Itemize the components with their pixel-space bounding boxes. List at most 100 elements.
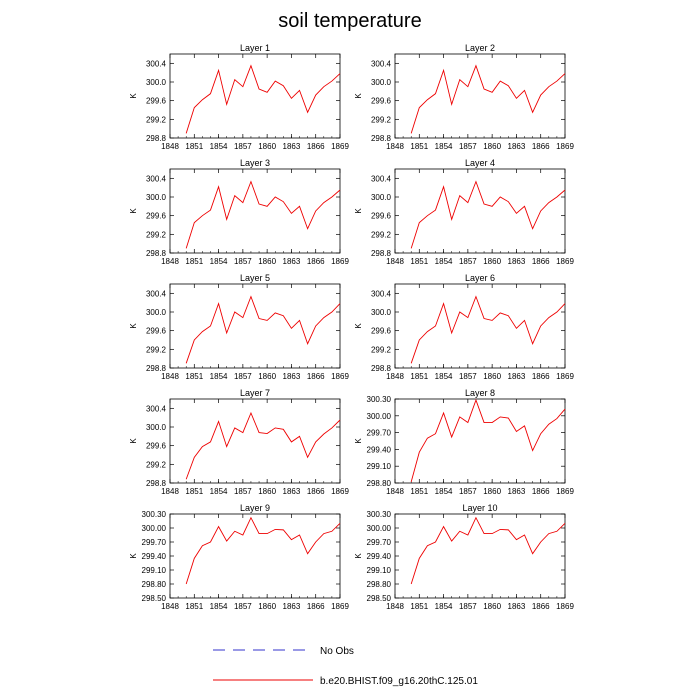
x-tick-label: 1851 bbox=[410, 257, 428, 266]
y-tick-label: 300.4 bbox=[371, 289, 392, 298]
plot-frame bbox=[394, 168, 566, 254]
y-tick-label: 299.2 bbox=[146, 230, 167, 239]
x-tick-label: 1866 bbox=[532, 257, 550, 266]
panel-title: Layer 6 bbox=[465, 273, 495, 283]
x-tick-label: 1854 bbox=[435, 257, 453, 266]
panel-title: Layer 5 bbox=[240, 273, 270, 283]
y-tick-label: 298.8 bbox=[146, 134, 167, 143]
x-tick-label: 1857 bbox=[234, 602, 252, 611]
y-tick-label: 300.0 bbox=[371, 78, 392, 87]
panel-layer-9: Layer 9 K 1848 1851 1854 1857 1860 1863 1866 1869… bbox=[129, 503, 349, 611]
y-tick-label: 299.6 bbox=[371, 97, 392, 106]
x-tick-label: 1866 bbox=[307, 372, 325, 381]
plot-frame bbox=[169, 398, 341, 484]
y-tick-label: 300.4 bbox=[146, 59, 167, 68]
y-axis-label: K bbox=[354, 93, 363, 99]
x-tick-label: 1869 bbox=[331, 487, 349, 496]
series-line-1 bbox=[185, 516, 341, 585]
x-tick-label: 1869 bbox=[556, 257, 574, 266]
x-tick-label: 1851 bbox=[185, 257, 203, 266]
x-tick-label: 1857 bbox=[459, 372, 477, 381]
x-tick-label: 1857 bbox=[234, 487, 252, 496]
y-tick-label: 300.0 bbox=[146, 308, 167, 317]
y-tick-label: 300.0 bbox=[146, 193, 167, 202]
x-tick-label: 1848 bbox=[386, 487, 404, 496]
y-axis-label: K bbox=[129, 208, 138, 214]
y-tick-label: 299.6 bbox=[371, 327, 392, 336]
y-tick-label: 300.4 bbox=[146, 174, 167, 183]
x-tick-label: 1848 bbox=[161, 602, 179, 611]
x-tick-label: 1869 bbox=[331, 257, 349, 266]
x-tick-label: 1860 bbox=[258, 257, 276, 266]
y-tick-label: 299.2 bbox=[371, 230, 392, 239]
series-line-1 bbox=[410, 516, 566, 585]
x-tick-label: 1860 bbox=[258, 487, 276, 496]
x-tick-label: 1863 bbox=[508, 142, 526, 151]
x-tick-label: 1854 bbox=[435, 372, 453, 381]
x-tick-label: 1866 bbox=[307, 257, 325, 266]
y-tick-label: 298.8 bbox=[146, 249, 167, 258]
y-tick-label: 298.50 bbox=[142, 594, 167, 603]
y-tick-label: 299.70 bbox=[367, 538, 392, 547]
x-tick-label: 1857 bbox=[459, 602, 477, 611]
series-line-1 bbox=[410, 398, 566, 482]
y-tick-label: 299.10 bbox=[142, 566, 167, 575]
x-tick-label: 1860 bbox=[483, 257, 501, 266]
x-tick-label: 1851 bbox=[410, 372, 428, 381]
x-tick-label: 1860 bbox=[258, 602, 276, 611]
figure-title: soil temperature bbox=[278, 10, 421, 32]
panel-layer-3: Layer 3 K 1848 1851 1854 1857 1860 1863 1866 1869… bbox=[129, 158, 349, 266]
x-tick-label: 1863 bbox=[283, 257, 301, 266]
x-tick-label: 1854 bbox=[210, 257, 228, 266]
y-tick-label: 298.8 bbox=[146, 364, 167, 373]
legend-label-no-obs: No Obs bbox=[320, 646, 354, 657]
x-tick-label: 1860 bbox=[258, 142, 276, 151]
x-tick-label: 1848 bbox=[386, 602, 404, 611]
x-tick-label: 1857 bbox=[234, 142, 252, 151]
x-tick-label: 1866 bbox=[307, 487, 325, 496]
x-tick-label: 1860 bbox=[483, 602, 501, 611]
x-tick-label: 1863 bbox=[508, 257, 526, 266]
y-tick-label: 299.6 bbox=[146, 212, 167, 221]
y-tick-label: 299.40 bbox=[367, 445, 392, 454]
x-tick-label: 1869 bbox=[331, 602, 349, 611]
x-tick-label: 1851 bbox=[410, 602, 428, 611]
x-tick-label: 1869 bbox=[556, 487, 574, 496]
y-tick-label: 299.2 bbox=[146, 115, 167, 124]
x-tick-label: 1854 bbox=[210, 487, 228, 496]
panel-layer-6: Layer 6 K 1848 1851 1854 1857 1860 1863 1866 1869… bbox=[354, 273, 574, 381]
panel-title: Layer 10 bbox=[462, 503, 497, 513]
legend: No Obs b.e20.BHIST.f09_g16.20thC.125.01 bbox=[213, 646, 478, 687]
x-tick-label: 1851 bbox=[410, 142, 428, 151]
plot-frame bbox=[394, 53, 566, 139]
plot-frame bbox=[169, 168, 341, 254]
y-tick-label: 298.8 bbox=[371, 364, 392, 373]
series-line-1 bbox=[410, 64, 566, 134]
y-tick-label: 299.10 bbox=[367, 566, 392, 575]
x-tick-label: 1866 bbox=[532, 142, 550, 151]
y-tick-label: 298.50 bbox=[367, 594, 392, 603]
y-tick-label: 298.80 bbox=[367, 479, 392, 488]
y-tick-label: 298.8 bbox=[146, 479, 167, 488]
y-axis-label: K bbox=[354, 323, 363, 329]
series-line-1 bbox=[410, 180, 566, 249]
plot-frame bbox=[169, 53, 341, 139]
panel-layer-7: Layer 7 K 1848 1851 1854 1857 1860 1863 1866 1869… bbox=[129, 388, 349, 496]
x-tick-label: 1869 bbox=[556, 372, 574, 381]
plot-frame bbox=[394, 398, 566, 484]
x-tick-label: 1851 bbox=[185, 487, 203, 496]
panel-title: Layer 8 bbox=[465, 388, 495, 398]
x-tick-label: 1854 bbox=[435, 487, 453, 496]
panel-grid: Layer 1 K 1848 1851 1854 1857 1860 1863 1866 1869… bbox=[129, 43, 574, 611]
x-tick-label: 1848 bbox=[161, 372, 179, 381]
y-tick-label: 300.4 bbox=[371, 59, 392, 68]
y-tick-label: 300.0 bbox=[371, 308, 392, 317]
y-tick-label: 299.40 bbox=[142, 552, 167, 561]
x-tick-label: 1863 bbox=[508, 372, 526, 381]
y-tick-label: 300.00 bbox=[142, 524, 167, 533]
y-tick-label: 299.2 bbox=[146, 345, 167, 354]
x-tick-label: 1854 bbox=[210, 142, 228, 151]
panel-title: Layer 7 bbox=[240, 388, 270, 398]
x-tick-label: 1860 bbox=[483, 487, 501, 496]
